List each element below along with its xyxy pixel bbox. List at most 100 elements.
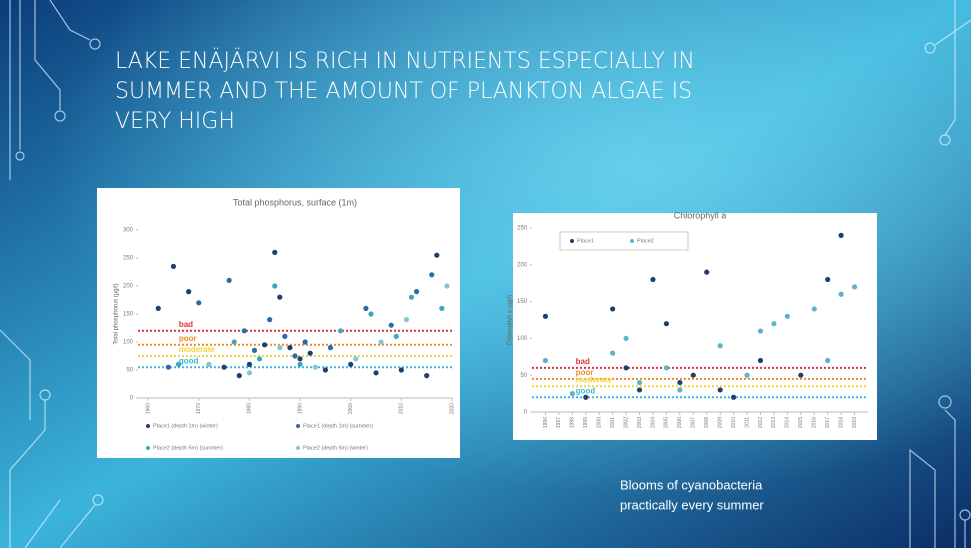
data-point xyxy=(251,347,258,353)
x-tick-label: 1990 xyxy=(297,403,303,414)
data-point xyxy=(307,350,313,356)
chart-panel xyxy=(513,213,877,440)
x-tick-label: 1999 xyxy=(583,417,589,428)
data-point xyxy=(704,269,710,275)
legend-label: Place2 (depth 5m) (winter) xyxy=(303,445,368,451)
x-tick-label: 2003 xyxy=(637,417,643,428)
data-point xyxy=(196,300,202,306)
data-point xyxy=(542,313,549,319)
caption: Blooms of cyanobacteria xyxy=(620,477,763,492)
chart-title: Chlorophyll a xyxy=(674,210,727,220)
y-tick-label: 200 xyxy=(123,284,134,290)
x-tick-label: 2020 xyxy=(449,403,455,414)
data-point xyxy=(206,361,212,367)
data-point xyxy=(444,283,450,289)
threshold-label: good xyxy=(179,356,199,365)
x-tick-label: 2008 xyxy=(704,417,710,428)
threshold-label: bad xyxy=(179,320,193,329)
y-tick-label: 200 xyxy=(517,262,528,268)
x-tick-label: 2009 xyxy=(717,417,723,428)
data-point xyxy=(771,321,777,327)
data-point xyxy=(610,306,616,312)
data-point xyxy=(297,361,303,367)
data-point xyxy=(677,379,683,386)
data-point xyxy=(434,252,440,258)
x-tick-label: 2007 xyxy=(691,417,697,428)
x-tick-label: 2005 xyxy=(664,417,670,428)
data-point xyxy=(312,364,318,370)
y-axis-label: Total phosphorus (µg/l) xyxy=(114,283,120,344)
x-tick-label: 2015 xyxy=(798,417,804,428)
data-point xyxy=(663,365,670,371)
data-point xyxy=(663,321,670,327)
x-tick-label: 2014 xyxy=(785,417,791,428)
x-tick-label: 1996 xyxy=(543,417,549,428)
data-point xyxy=(368,311,374,317)
x-tick-label: 1970 xyxy=(196,403,202,414)
data-point xyxy=(327,345,334,351)
threshold-label: bad xyxy=(576,357,590,366)
data-point xyxy=(165,364,171,370)
data-point xyxy=(348,361,354,367)
data-point xyxy=(798,372,804,378)
y-tick-label: 100 xyxy=(517,336,528,342)
data-point xyxy=(170,263,177,269)
x-tick-label: 2013 xyxy=(771,417,777,428)
data-point xyxy=(398,367,404,373)
legend-label: Place2 xyxy=(637,238,654,244)
y-tick-label: 0 xyxy=(524,410,528,416)
x-tick-label: 2010 xyxy=(399,403,405,414)
data-point xyxy=(155,305,161,311)
x-tick-label: 1997 xyxy=(556,417,562,428)
data-point xyxy=(569,391,575,397)
data-point xyxy=(784,313,790,319)
legend-label: Place2 (depth 5m) (summer) xyxy=(153,445,223,451)
y-tick-label: 0 xyxy=(130,396,134,402)
data-point xyxy=(636,379,643,386)
threshold-label: poor xyxy=(576,368,594,377)
data-point xyxy=(393,333,399,339)
x-tick-label: 2000 xyxy=(348,403,354,414)
data-point xyxy=(408,294,415,300)
data-point xyxy=(297,356,303,362)
data-point xyxy=(246,370,253,376)
x-tick-label: 2011 xyxy=(744,417,750,428)
data-point xyxy=(363,305,369,311)
data-point xyxy=(186,289,192,295)
legend-marker xyxy=(296,424,300,428)
legend-marker xyxy=(630,239,634,243)
data-point xyxy=(825,357,831,364)
data-point xyxy=(292,353,298,359)
x-tick-label: 2019 xyxy=(852,417,858,428)
data-point xyxy=(542,357,549,364)
data-point xyxy=(282,333,288,339)
x-tick-label: 2002 xyxy=(623,417,629,428)
data-point xyxy=(838,232,844,238)
x-tick-label: 1980 xyxy=(247,403,253,414)
chart-title: Total phosphorus, surface (1m) xyxy=(233,197,357,207)
legend-marker xyxy=(146,424,150,428)
data-point xyxy=(690,372,696,378)
legend-label: Place1 (depth 1m) (summer) xyxy=(303,423,373,429)
data-point xyxy=(623,365,629,371)
data-point xyxy=(677,387,683,393)
data-point xyxy=(757,357,764,364)
threshold-label: poor xyxy=(179,334,197,343)
data-point xyxy=(277,294,283,300)
data-point xyxy=(277,345,283,351)
data-point xyxy=(636,387,643,393)
data-point xyxy=(241,328,247,334)
slide-title: LAKE ENÄJÄRVI IS RICH IN NUTRIENTS ESPEC… xyxy=(115,47,695,74)
x-tick-label: 2001 xyxy=(610,417,616,428)
x-tick-label: 1998 xyxy=(570,417,576,428)
x-tick-label: 2016 xyxy=(812,417,818,428)
x-tick-label: 2017 xyxy=(825,417,831,428)
data-point xyxy=(838,291,844,297)
legend-label: Place1 (depth 1m) (winter) xyxy=(153,423,218,429)
legend-marker xyxy=(296,446,300,450)
y-tick-label: 300 xyxy=(123,228,134,234)
data-point xyxy=(272,283,278,289)
data-point xyxy=(337,328,344,334)
